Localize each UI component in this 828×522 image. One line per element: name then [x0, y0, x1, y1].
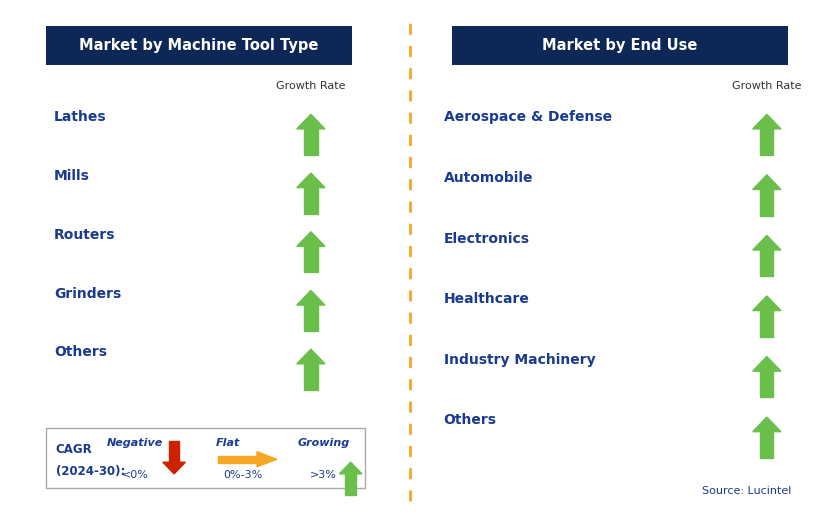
Text: (2024-30):: (2024-30):: [55, 465, 125, 478]
Bar: [46, 26, 352, 65]
Text: Mills: Mills: [54, 169, 89, 183]
Polygon shape: [218, 456, 257, 463]
Text: Market by End Use: Market by End Use: [542, 38, 696, 53]
Polygon shape: [752, 114, 780, 129]
Polygon shape: [296, 114, 325, 129]
Polygon shape: [304, 364, 317, 390]
Polygon shape: [752, 296, 780, 311]
Text: 0%-3%: 0%-3%: [223, 470, 262, 480]
Text: Automobile: Automobile: [443, 171, 532, 185]
Polygon shape: [759, 129, 773, 155]
Polygon shape: [304, 246, 317, 272]
Polygon shape: [296, 232, 325, 246]
Text: Aerospace & Defense: Aerospace & Defense: [443, 111, 611, 124]
Polygon shape: [296, 290, 325, 305]
Polygon shape: [169, 441, 179, 462]
Text: Grinders: Grinders: [54, 287, 121, 301]
Polygon shape: [339, 462, 362, 474]
Text: Healthcare: Healthcare: [443, 292, 529, 306]
Text: Market by Machine Tool Type: Market by Machine Tool Type: [79, 38, 318, 53]
Text: Flat: Flat: [215, 438, 240, 448]
Polygon shape: [752, 175, 780, 189]
Text: Others: Others: [54, 346, 107, 359]
Text: Growth Rate: Growth Rate: [276, 81, 345, 91]
Polygon shape: [296, 173, 325, 188]
Text: Routers: Routers: [54, 228, 115, 242]
Polygon shape: [759, 250, 773, 276]
Polygon shape: [304, 129, 317, 155]
Polygon shape: [257, 452, 277, 467]
Text: Lathes: Lathes: [54, 111, 106, 124]
Polygon shape: [759, 371, 773, 397]
Polygon shape: [752, 417, 780, 432]
Bar: [46, 428, 364, 488]
Text: Growth Rate: Growth Rate: [731, 81, 801, 91]
Text: Industry Machinery: Industry Machinery: [443, 353, 595, 366]
Polygon shape: [752, 235, 780, 250]
Text: >3%: >3%: [310, 470, 336, 480]
Polygon shape: [304, 188, 317, 214]
Polygon shape: [345, 474, 355, 495]
Polygon shape: [296, 349, 325, 364]
Text: Growing: Growing: [296, 438, 349, 448]
Polygon shape: [304, 305, 317, 331]
Polygon shape: [759, 189, 773, 216]
Polygon shape: [162, 462, 185, 474]
Text: Negative: Negative: [107, 438, 163, 448]
Polygon shape: [752, 357, 780, 371]
Bar: [451, 26, 787, 65]
Polygon shape: [759, 311, 773, 337]
Polygon shape: [759, 432, 773, 458]
Text: Electronics: Electronics: [443, 232, 529, 245]
Text: Others: Others: [443, 413, 496, 427]
Text: CAGR: CAGR: [55, 443, 92, 456]
Text: <0%: <0%: [122, 470, 148, 480]
Text: Source: Lucintel: Source: Lucintel: [701, 486, 791, 496]
